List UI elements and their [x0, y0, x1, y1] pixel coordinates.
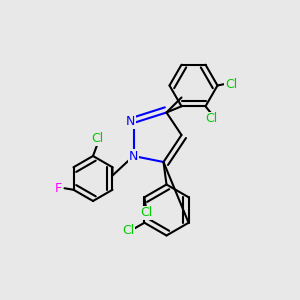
Text: N: N — [129, 149, 138, 163]
Text: N: N — [126, 115, 135, 128]
Text: Cl: Cl — [225, 77, 237, 91]
Text: F: F — [55, 182, 62, 195]
Text: Cl: Cl — [140, 206, 152, 219]
Text: Cl: Cl — [206, 112, 218, 125]
Text: Cl: Cl — [92, 132, 104, 146]
Text: Cl: Cl — [122, 224, 134, 237]
